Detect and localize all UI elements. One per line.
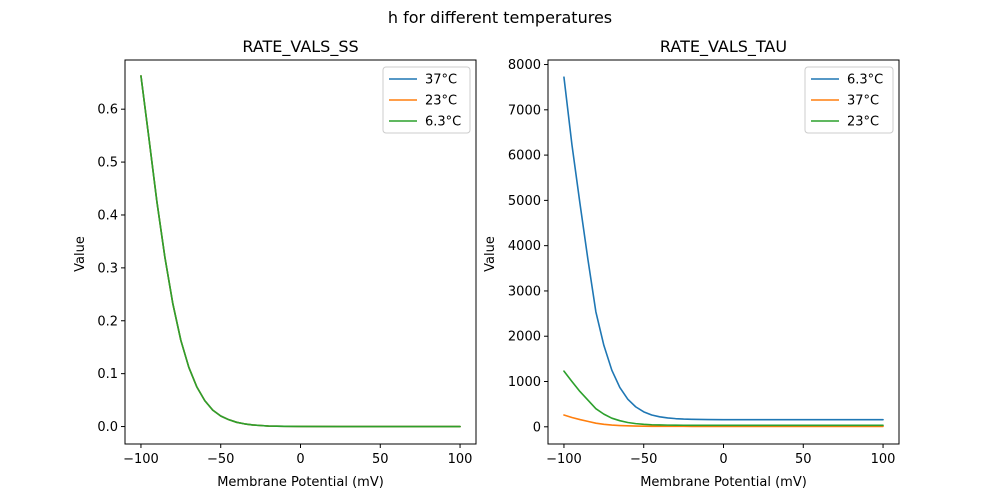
x-tick-label: 100 xyxy=(871,452,896,467)
legend-box xyxy=(382,66,471,134)
y-tick-label: 0.4 xyxy=(97,208,118,223)
legend-label: 37°C xyxy=(425,73,457,88)
x-tick-label: 0 xyxy=(296,452,304,467)
y-tick-label: 8000 xyxy=(508,58,541,73)
y-tick-label: 4000 xyxy=(508,239,541,254)
x-tick-label: −100 xyxy=(123,452,159,467)
subplot-title: RATE_VALS_SS xyxy=(242,37,358,57)
x-axis-label: Membrane Potential (mV) xyxy=(640,475,807,490)
y-tick-label: 5000 xyxy=(508,194,541,209)
x-tick-label: 0 xyxy=(719,452,727,467)
y-tick-label: 0.6 xyxy=(97,103,118,118)
y-tick-label: 1000 xyxy=(508,375,541,390)
series-line-3 xyxy=(140,75,461,428)
x-tick-label: 100 xyxy=(448,452,473,467)
legend-label: 37°C xyxy=(847,94,879,109)
x-tick-label: −50 xyxy=(207,452,234,467)
series-line-1 xyxy=(563,76,884,421)
legend: 6.3°C 37°C 23°C xyxy=(804,66,894,134)
y-tick-label: 0.3 xyxy=(97,261,118,276)
x-tick-label: 50 xyxy=(372,452,389,467)
legend: 37°C 23°C 6.3°C xyxy=(382,66,471,134)
x-tick-label: 50 xyxy=(795,452,812,467)
subplot-rate-vals-ss: RATE_VALS_SS Membrane Potential (mV) Val… xyxy=(73,37,477,490)
legend-label: 23°C xyxy=(847,115,879,130)
y-tick-label: 0 xyxy=(533,420,541,435)
series-line-3 xyxy=(563,370,884,427)
subplot-rate-vals-tau: RATE_VALS_TAU Membrane Potential (mV) Va… xyxy=(483,37,900,490)
y-axis-label: Value xyxy=(483,236,498,272)
subplot-title: RATE_VALS_TAU xyxy=(660,37,787,57)
y-tick-label: 0.1 xyxy=(97,367,118,382)
legend-box xyxy=(804,66,894,134)
y-tick-label: 6000 xyxy=(508,149,541,164)
y-tick-label: 7000 xyxy=(508,103,541,118)
figure-suptitle: h for different temperatures xyxy=(388,8,612,27)
legend-label: 23°C xyxy=(425,94,457,109)
y-tick-label: 2000 xyxy=(508,330,541,345)
x-tick-label: −50 xyxy=(630,452,657,467)
x-axis-label: Membrane Potential (mV) xyxy=(217,475,384,490)
y-tick-label: 0.2 xyxy=(97,314,118,329)
legend-label: 6.3°C xyxy=(425,115,461,130)
y-axis-label: Value xyxy=(73,236,88,272)
y-tick-label: 0.0 xyxy=(97,420,118,435)
y-tick-label: 0.5 xyxy=(97,156,118,171)
y-tick-label: 3000 xyxy=(508,284,541,299)
series-line-2 xyxy=(563,414,884,428)
legend-label: 6.3°C xyxy=(847,73,883,88)
x-tick-label: −100 xyxy=(546,452,582,467)
